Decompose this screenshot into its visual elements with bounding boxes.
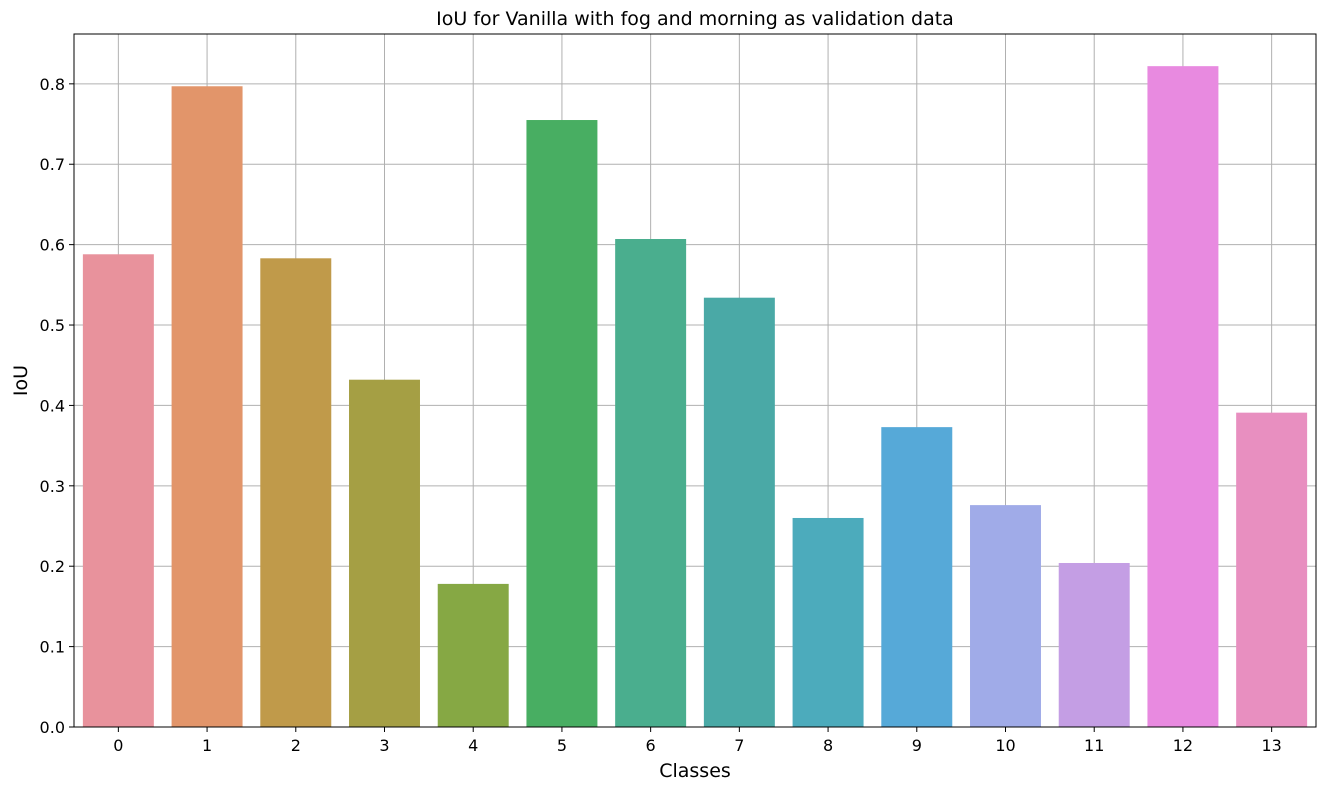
x-tick-label: 2	[291, 736, 301, 755]
y-tick-label: 0.3	[40, 477, 65, 496]
y-tick-label: 0.1	[40, 638, 65, 657]
x-axis-label: Classes	[659, 760, 731, 782]
chart-title: IoU for Vanilla with fog and morning as …	[436, 8, 954, 30]
x-tick-label: 10	[995, 736, 1015, 755]
bar-class-13	[1236, 412, 1308, 727]
x-tick-label: 7	[734, 736, 744, 755]
bar-class-3	[349, 379, 420, 727]
bar-class-12	[1147, 66, 1219, 727]
x-tick-label: 9	[912, 736, 922, 755]
y-tick-label: 0.8	[40, 75, 65, 94]
y-axis-label: IoU	[10, 365, 32, 396]
bar-class-4	[437, 583, 509, 727]
bar-class-9	[881, 427, 953, 727]
x-tick-label: 6	[646, 736, 656, 755]
x-tick-label: 1	[202, 736, 212, 755]
bars	[82, 66, 1308, 728]
axis-ticks: 0 1 2 3 4 5 6 7 8 9 10 11 12 130.00.10.20.30.40.50.60…	[40, 75, 1282, 755]
y-tick-label: 0.2	[40, 557, 65, 576]
bar-class-10	[970, 505, 1041, 727]
x-tick-label: 4	[468, 736, 478, 755]
bar-class-11	[1058, 562, 1130, 727]
bar-class-8	[792, 517, 864, 727]
bar-class-6	[615, 239, 687, 727]
x-tick-label: 12	[1173, 736, 1193, 755]
x-tick-label: 0	[113, 736, 123, 755]
y-tick-label: 0.4	[40, 396, 65, 415]
bar-class-5	[526, 120, 598, 728]
bar-class-2	[260, 258, 332, 727]
y-tick-label: 0.6	[40, 236, 65, 255]
plot-frame	[73, 33, 1317, 728]
x-tick-label: 13	[1261, 736, 1281, 755]
y-tick-label: 0.7	[40, 155, 65, 174]
bar-class-0	[82, 254, 154, 727]
x-tick-label: 3	[379, 736, 389, 755]
bar-class-1	[171, 86, 243, 728]
x-tick-label: 5	[557, 736, 567, 755]
y-tick-label: 0.5	[40, 316, 65, 335]
x-tick-label: 11	[1084, 736, 1104, 755]
x-tick-label: 8	[823, 736, 833, 755]
bar-class-7	[703, 297, 775, 727]
y-tick-label: 0.0	[40, 718, 65, 737]
